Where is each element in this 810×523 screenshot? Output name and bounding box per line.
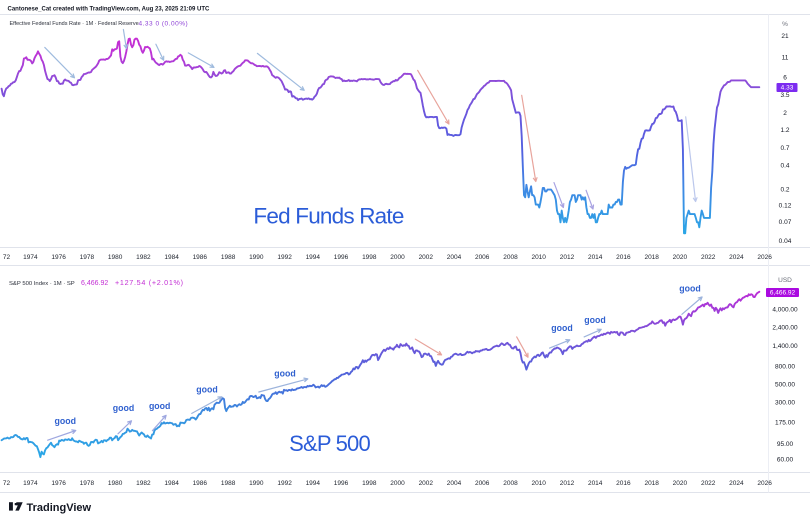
svg-text:good: good (196, 384, 218, 394)
svg-text:3.5: 3.5 (780, 92, 789, 99)
svg-text:1980: 1980 (108, 480, 123, 487)
svg-text:1980: 1980 (108, 254, 123, 261)
svg-text:4.33: 4.33 (781, 85, 794, 92)
svg-text:2020: 2020 (673, 254, 688, 261)
svg-text:2026: 2026 (757, 480, 772, 487)
svg-text:good: good (113, 403, 135, 413)
svg-text:2020: 2020 (673, 480, 688, 487)
svg-text:1978: 1978 (80, 480, 95, 487)
svg-text:2024: 2024 (729, 254, 744, 261)
svg-text:1978: 1978 (80, 254, 95, 261)
svg-text:2010: 2010 (531, 254, 546, 261)
svg-text:800.00: 800.00 (775, 363, 795, 370)
svg-text:2002: 2002 (419, 480, 434, 487)
svg-text:2016: 2016 (616, 480, 631, 487)
svg-text:1.2: 1.2 (780, 127, 789, 134)
svg-text:95.00: 95.00 (777, 441, 794, 448)
svg-text:TradingView: TradingView (27, 502, 92, 514)
svg-text:2026: 2026 (757, 254, 772, 261)
svg-text:1984: 1984 (164, 254, 179, 261)
svg-text:2018: 2018 (644, 480, 659, 487)
svg-text:2014: 2014 (588, 254, 603, 261)
svg-text:S&P 500: S&P 500 (289, 431, 370, 456)
svg-text:0.07: 0.07 (779, 219, 792, 226)
svg-text:1988: 1988 (221, 480, 236, 487)
svg-text:2002: 2002 (419, 254, 434, 261)
svg-text:1990: 1990 (249, 480, 264, 487)
svg-text:1974: 1974 (23, 480, 38, 487)
svg-text:2000: 2000 (390, 254, 405, 261)
svg-text:2024: 2024 (729, 480, 744, 487)
svg-text:21: 21 (781, 33, 789, 40)
svg-text:1984: 1984 (164, 480, 179, 487)
svg-text:500.00: 500.00 (775, 382, 795, 389)
svg-text:good: good (551, 323, 573, 333)
svg-text:6: 6 (783, 74, 787, 81)
svg-text:good: good (149, 401, 171, 411)
svg-text:1990: 1990 (249, 254, 264, 261)
svg-text:4.33 0 (0.00%): 4.33 0 (0.00%) (139, 20, 189, 27)
svg-text:2022: 2022 (701, 254, 716, 261)
svg-text:1988: 1988 (221, 254, 236, 261)
svg-text:1992: 1992 (277, 480, 292, 487)
svg-text:Fed Funds Rate: Fed Funds Rate (253, 204, 403, 229)
svg-text:2010: 2010 (531, 480, 546, 487)
svg-text:good: good (274, 368, 296, 378)
svg-text:2004: 2004 (447, 254, 462, 261)
svg-text:72: 72 (3, 254, 11, 261)
svg-text:4,000.00: 4,000.00 (772, 306, 798, 313)
svg-text:%: % (782, 21, 788, 28)
svg-text:0.04: 0.04 (779, 238, 792, 245)
svg-text:2014: 2014 (588, 480, 603, 487)
svg-text:2006: 2006 (475, 480, 490, 487)
svg-text:1976: 1976 (51, 480, 66, 487)
svg-text:1982: 1982 (136, 480, 151, 487)
svg-text:0.7: 0.7 (780, 145, 789, 152)
svg-text:Cantonese_Cat created with Tra: Cantonese_Cat created with TradingView.c… (8, 7, 211, 13)
svg-text:2022: 2022 (701, 480, 716, 487)
svg-text:6,466.92: 6,466.92 (81, 280, 108, 287)
svg-text:USD: USD (778, 277, 792, 284)
svg-text:2004: 2004 (447, 480, 462, 487)
svg-text:1986: 1986 (193, 480, 208, 487)
svg-text:72: 72 (3, 480, 11, 487)
svg-text:1996: 1996 (334, 254, 349, 261)
svg-text:1994: 1994 (306, 254, 321, 261)
svg-text:Effective Federal Funds Rate ·: Effective Federal Funds Rate · 1M · Fede… (10, 21, 139, 27)
svg-text:2018: 2018 (644, 254, 659, 261)
svg-text:2006: 2006 (475, 254, 490, 261)
svg-text:good: good (55, 416, 77, 426)
svg-text:2008: 2008 (503, 254, 518, 261)
svg-text:S&P 500 Index · 1M · SP: S&P 500 Index · 1M · SP (9, 281, 75, 287)
svg-text:1992: 1992 (277, 254, 292, 261)
svg-text:1982: 1982 (136, 254, 151, 261)
svg-text:1998: 1998 (362, 480, 377, 487)
svg-text:2: 2 (783, 110, 787, 117)
svg-text:1994: 1994 (306, 480, 321, 487)
svg-text:good: good (679, 283, 701, 293)
svg-text:0.12: 0.12 (779, 203, 792, 210)
svg-text:60.00: 60.00 (777, 457, 794, 464)
svg-text:2012: 2012 (560, 254, 575, 261)
svg-text:1996: 1996 (334, 480, 349, 487)
svg-text:+127.54 (+2.01%): +127.54 (+2.01%) (115, 278, 184, 287)
svg-text:6,466.92: 6,466.92 (770, 290, 796, 297)
svg-text:1974: 1974 (23, 254, 38, 261)
svg-text:11: 11 (782, 54, 789, 61)
svg-text:175.00: 175.00 (775, 419, 795, 426)
svg-text:2012: 2012 (560, 480, 575, 487)
svg-text:1,400.00: 1,400.00 (772, 343, 798, 350)
svg-text:1976: 1976 (51, 254, 66, 261)
svg-text:300.00: 300.00 (775, 400, 795, 407)
svg-text:2008: 2008 (503, 480, 518, 487)
svg-text:0.2: 0.2 (780, 187, 789, 194)
svg-text:2016: 2016 (616, 254, 631, 261)
svg-text:1998: 1998 (362, 254, 377, 261)
svg-text:2,400.00: 2,400.00 (772, 325, 798, 332)
svg-text:2000: 2000 (390, 480, 405, 487)
svg-text:1986: 1986 (193, 254, 208, 261)
svg-text:0.4: 0.4 (780, 162, 789, 169)
svg-text:good: good (584, 315, 606, 325)
